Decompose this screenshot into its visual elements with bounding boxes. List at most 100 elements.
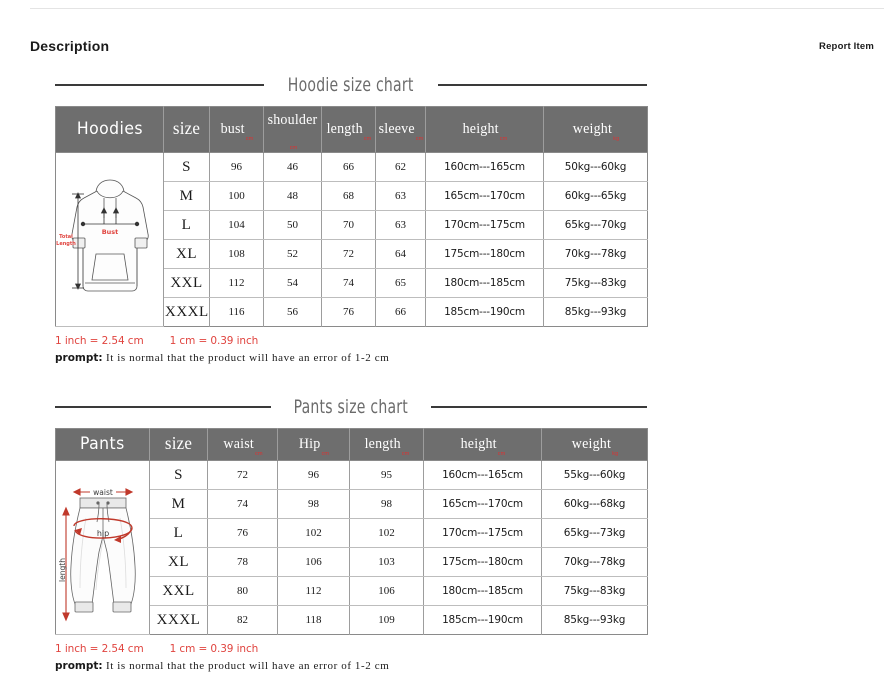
cell-hip: 112 xyxy=(277,576,350,606)
cell-length: 95 xyxy=(349,460,424,490)
cell-hip: 118 xyxy=(277,605,350,635)
col-header-sleeve: sleevecm xyxy=(375,106,426,153)
col-header-height: heightcm xyxy=(425,106,544,153)
cell-height: 185cm---190cm xyxy=(423,605,542,635)
pants-diagram: waist hip xyxy=(58,485,136,621)
hip-label: hip xyxy=(97,529,109,538)
cell-shoulder: 48 xyxy=(263,181,322,211)
col-header-bust: bustcm xyxy=(209,106,264,153)
unit-kg: kg xyxy=(612,451,619,457)
cell-length: 66 xyxy=(321,152,376,182)
table-row: L 76 102 102 170cm---175cm 65kg---73kg xyxy=(56,518,648,548)
cell-sleeve: 64 xyxy=(375,239,426,269)
cell-length: 102 xyxy=(349,518,424,548)
unit-cm: cm xyxy=(415,136,424,142)
cell-weight: 75kg---83kg xyxy=(543,268,648,298)
cell-bust: 100 xyxy=(209,181,264,211)
cell-height: 160cm---165cm xyxy=(425,152,544,182)
col-header-shoulder: shouldercm xyxy=(263,106,322,153)
cell-size: XXL xyxy=(163,268,210,298)
pants-header-row: Pants size waistcm Hipcm lengthcm height… xyxy=(55,428,648,461)
cell-weight: 85kg---93kg xyxy=(541,605,648,635)
cell-size: L xyxy=(163,210,210,240)
cell-sleeve: 63 xyxy=(375,210,426,240)
table-row: M 100 48 68 63 165cm---170cm 60kg---65kg xyxy=(56,181,648,211)
cell-height: 180cm---185cm xyxy=(425,268,544,298)
table-row: XXXL 116 56 76 66 185cm---190cm 85kg---9… xyxy=(56,297,648,327)
cell-height: 170cm---175cm xyxy=(423,518,542,548)
conversion-inch-to-cm: 1 inch = 2.54 cm xyxy=(55,643,144,655)
conversion-cm-to-inch: 1 cm = 0.39 inch xyxy=(169,335,259,347)
unit-cm: cm xyxy=(497,451,506,457)
table-row: XL 78 106 103 175cm---180cm 70kg---78kg xyxy=(56,547,648,577)
total-length-label: Total xyxy=(59,234,73,240)
cell-waist: 76 xyxy=(207,518,278,548)
cell-height: 180cm---185cm xyxy=(423,576,542,606)
col-header-pants: Pants xyxy=(55,428,150,461)
table-row: XXL 80 112 106 180cm---185cm 75kg---83kg xyxy=(56,576,648,606)
hoodie-prompt-note: prompt: It is normal that the product wi… xyxy=(55,352,647,364)
cell-height: 165cm---170cm xyxy=(425,181,544,211)
cell-weight: 75kg---83kg xyxy=(541,576,648,606)
cell-waist: 78 xyxy=(207,547,278,577)
cell-weight: 70kg---78kg xyxy=(541,547,648,577)
pants-notes: 1 inch = 2.54 cm 1 cm = 0.39 inch prompt:… xyxy=(55,643,647,672)
col-header-hip: Hipcm xyxy=(277,428,350,461)
cell-hip: 102 xyxy=(277,518,350,548)
table-row: Bust Total Length S 96 xyxy=(55,152,648,327)
cell-shoulder: 50 xyxy=(263,210,322,240)
table-row: waist hip xyxy=(55,460,648,635)
cell-waist: 72 xyxy=(207,460,278,490)
cell-hip: 98 xyxy=(277,489,350,519)
total-length-label-2: Length xyxy=(56,241,76,247)
cell-size: M xyxy=(163,181,210,211)
page-title: Description xyxy=(30,38,110,54)
cell-size: M xyxy=(149,489,208,519)
bust-label: Bust xyxy=(102,228,119,236)
pants-chart-title: Pants size chart xyxy=(55,392,648,422)
cell-weight: 60kg---68kg xyxy=(541,489,648,519)
hoodie-chart-title-text: Hoodie size chart xyxy=(288,74,414,96)
cell-size: L xyxy=(149,518,208,548)
cell-weight: 85kg---93kg xyxy=(543,297,648,327)
cell-shoulder: 56 xyxy=(263,297,322,327)
cell-waist: 80 xyxy=(207,576,278,606)
hoodie-diagram: Bust Total Length xyxy=(56,179,149,291)
cell-hip: 106 xyxy=(277,547,350,577)
unit-cm: cm xyxy=(363,136,372,142)
cell-bust: 112 xyxy=(209,268,264,298)
prompt-label: prompt: xyxy=(55,660,103,672)
cell-waist: 74 xyxy=(207,489,278,519)
cell-size: XXL xyxy=(149,576,208,606)
cell-length: 98 xyxy=(349,489,424,519)
col-header-length: lengthcm xyxy=(349,428,424,461)
col-header-height: heightcm xyxy=(423,428,542,461)
cell-sleeve: 65 xyxy=(375,268,426,298)
cell-length: 109 xyxy=(349,605,424,635)
col-header-waist: waistcm xyxy=(207,428,278,461)
cell-weight: 65kg---70kg xyxy=(543,210,648,240)
cell-size: XXXL xyxy=(149,605,208,635)
report-item-link[interactable]: Report Item xyxy=(819,41,874,52)
cell-height: 170cm---175cm xyxy=(425,210,544,240)
cell-length: 76 xyxy=(321,297,376,327)
title-rule-left xyxy=(55,84,265,86)
cell-weight: 60kg---65kg xyxy=(543,181,648,211)
prompt-label: prompt: xyxy=(55,352,103,364)
hoodie-header-row: Hoodies size bustcm shouldercm lengthcm … xyxy=(55,106,648,153)
waist-label: waist xyxy=(93,488,113,497)
description-content: Hoodie size chart Hoodies size bustcm sh… xyxy=(55,70,648,672)
pants-illustration-cell: waist hip xyxy=(55,460,150,635)
cell-sleeve: 63 xyxy=(375,181,426,211)
cell-bust: 104 xyxy=(209,210,264,240)
cell-length: 68 xyxy=(321,181,376,211)
cell-hip: 96 xyxy=(277,460,350,490)
conversion-inch-to-cm: 1 inch = 2.54 cm xyxy=(55,335,144,347)
cell-sleeve: 66 xyxy=(375,297,426,327)
pants-prompt-note: prompt: It is normal that the product wi… xyxy=(55,660,647,672)
cell-weight: 50kg---60kg xyxy=(543,152,648,182)
cell-waist: 82 xyxy=(207,605,278,635)
cell-weight: 55kg---60kg xyxy=(541,460,648,490)
cell-size: S xyxy=(163,152,210,182)
pants-size-table: Pants size waistcm Hipcm lengthcm height… xyxy=(55,428,648,635)
